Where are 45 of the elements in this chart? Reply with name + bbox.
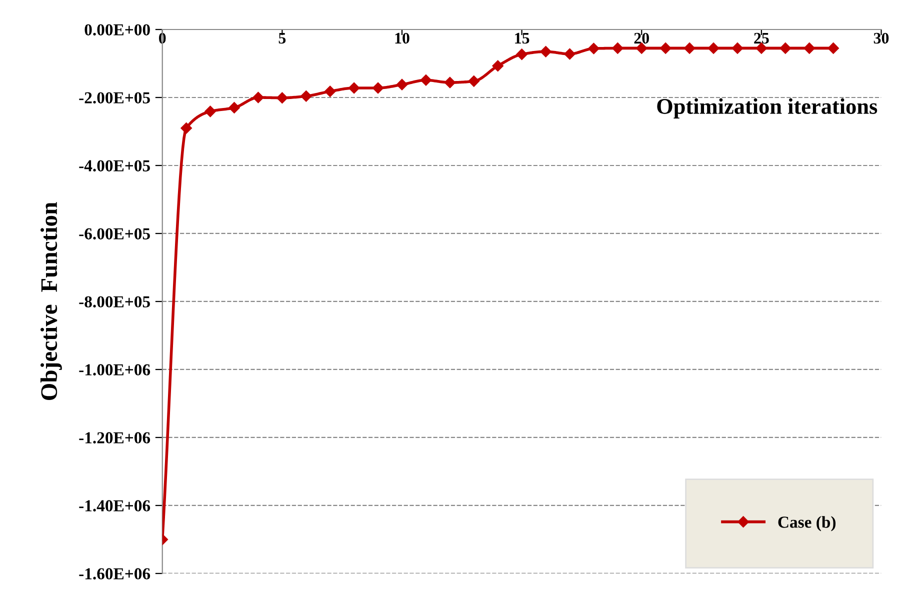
point [780, 42, 792, 54]
point [348, 82, 360, 94]
y-tick-label: -1.40E+06 [79, 500, 150, 512]
y-tick-label: -8.00E+05 [79, 296, 150, 308]
x-tick-label: 0 [158, 32, 166, 44]
y-tick-label: -4.00E+05 [79, 160, 150, 172]
x-tick-label: 5 [278, 33, 286, 44]
point [420, 74, 432, 86]
point [828, 42, 839, 54]
point [708, 42, 720, 54]
point [276, 92, 288, 104]
point [516, 48, 528, 60]
y-tick-label: -1.00E+06 [79, 364, 150, 376]
point [564, 48, 576, 60]
point [804, 42, 815, 54]
x-tick-label: 20 [634, 32, 649, 44]
y-axis-title: Objective Function [40, 202, 62, 400]
point [324, 86, 336, 97]
x-tick-label: 10 [395, 32, 410, 44]
point [684, 42, 696, 54]
y-tick-label: -2.00E+05 [79, 92, 150, 104]
x-tick-label: 25 [754, 32, 769, 44]
point [540, 46, 552, 58]
point [732, 42, 744, 54]
point [300, 90, 312, 102]
point [180, 122, 192, 134]
point [660, 42, 672, 54]
y-tick-label: -1.20E+06 [79, 432, 150, 444]
point [444, 76, 456, 88]
point [468, 76, 480, 87]
y-tick-label: -1.60E+06 [79, 568, 150, 580]
x-tick-label: 15 [515, 32, 530, 44]
legend-label: Case (b) [778, 516, 836, 532]
point [612, 42, 624, 54]
point [252, 92, 264, 104]
point [396, 78, 408, 90]
point [372, 82, 384, 94]
x-tick-label: 30 [874, 32, 889, 44]
point [228, 102, 240, 114]
x-axis-title: Optimization iterations [657, 98, 878, 118]
point [492, 60, 504, 72]
y-tick-label: -6.00E+05 [79, 228, 150, 240]
y-tick-label: 0.00E+00 [84, 24, 150, 36]
point [204, 106, 216, 118]
point [588, 42, 600, 54]
